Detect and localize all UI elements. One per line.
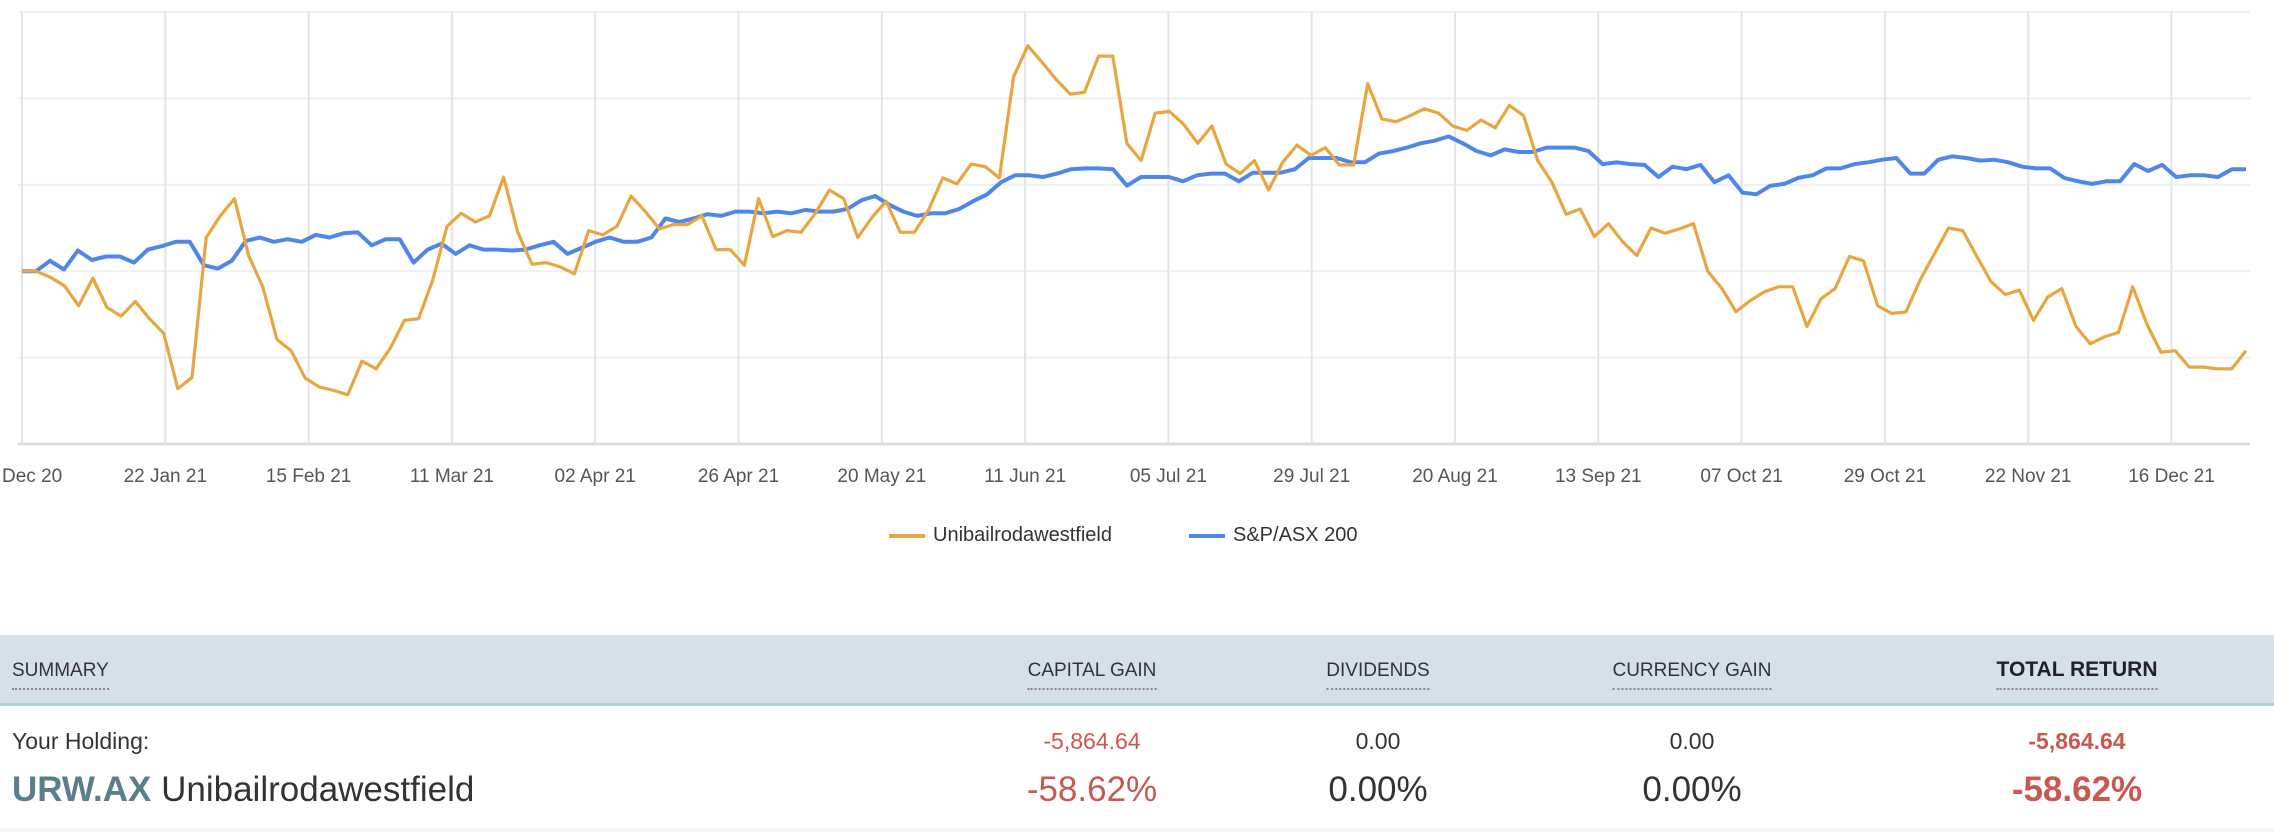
- capital-gain-amount: -5,864.64: [1043, 728, 1141, 754]
- legend-label: S&P/ASX 200: [1233, 524, 1358, 546]
- x-tick-label: Dec 20: [2, 466, 62, 487]
- total-return-amount: -5,864.64: [2028, 728, 2126, 754]
- x-tick-label: 11 Jun 21: [984, 466, 1066, 487]
- x-tick-label: 29 Jul 21: [1273, 466, 1350, 487]
- x-tick-label: 16 Dec 21: [2128, 466, 2215, 487]
- header-summary: SUMMARY: [12, 660, 109, 690]
- x-tick-label: 05 Jul 21: [1130, 466, 1207, 487]
- series-line-s-p-asx-200: [22, 134, 2246, 274]
- ticker-symbol[interactable]: URW.AX: [12, 770, 152, 809]
- x-tick-label: 20 Aug 21: [1412, 466, 1498, 487]
- header-capital-gain[interactable]: CAPITAL GAIN: [1027, 660, 1157, 690]
- legend-item-asx200[interactable]: S&P/ASX 200: [1189, 524, 1358, 547]
- header-currency-gain[interactable]: CURRENCY GAIN: [1612, 660, 1772, 690]
- divider: [0, 828, 2274, 832]
- x-tick-label: 22 Jan 21: [124, 466, 207, 487]
- x-tick-label: 26 Apr 21: [698, 466, 779, 487]
- holding-name: URW.AX Unibailrodawestfield: [12, 770, 474, 810]
- chart-grid: [18, 11, 2250, 446]
- legend-item-unibailrodawestfield[interactable]: Unibailrodawestfield: [889, 524, 1112, 547]
- dividends-amount: 0.00: [1355, 728, 1401, 754]
- legend-label: Unibailrodawestfield: [933, 524, 1112, 546]
- x-tick-label: 07 Oct 21: [1700, 466, 1782, 487]
- legend-swatch-orange: [889, 533, 925, 538]
- header-dividends[interactable]: DIVIDENDS: [1326, 660, 1430, 690]
- x-tick-label: 22 Nov 21: [1985, 466, 2072, 487]
- currency-gain-pct: 0.00%: [1642, 770, 1742, 809]
- company-name: Unibailrodawestfield: [161, 770, 475, 809]
- summary-header-band: [0, 635, 2274, 706]
- legend-swatch-blue: [1189, 533, 1225, 538]
- x-tick-label: 15 Feb 21: [266, 466, 352, 487]
- currency-gain-amount: 0.00: [1669, 728, 1715, 754]
- header-total-return[interactable]: TOTAL RETURN: [1996, 658, 2158, 690]
- x-tick-label: 02 Apr 21: [555, 466, 636, 487]
- x-tick-label: 20 May 21: [837, 466, 926, 487]
- x-tick-label: 13 Sep 21: [1555, 466, 1642, 487]
- capital-gain-pct: -58.62%: [1026, 770, 1158, 809]
- x-axis-labels: Dec 20 22 Jan 21 15 Feb 21 11 Mar 21 02 Apr …: [2, 466, 2215, 487]
- chart-series: [22, 44, 2248, 397]
- dividends-pct: 0.00%: [1328, 770, 1428, 809]
- x-tick-label: 11 Mar 21: [410, 466, 494, 487]
- total-return-pct: -58.62%: [2011, 770, 2143, 809]
- x-tick-label: 29 Oct 21: [1844, 466, 1926, 487]
- series-line-unibailrodawestfield: [22, 44, 2248, 397]
- holding-label: Your Holding:: [12, 728, 150, 754]
- performance-chart: Dec 20 22 Jan 21 15 Feb 21 11 Mar 21 02 Apr …: [2, 11, 2250, 487]
